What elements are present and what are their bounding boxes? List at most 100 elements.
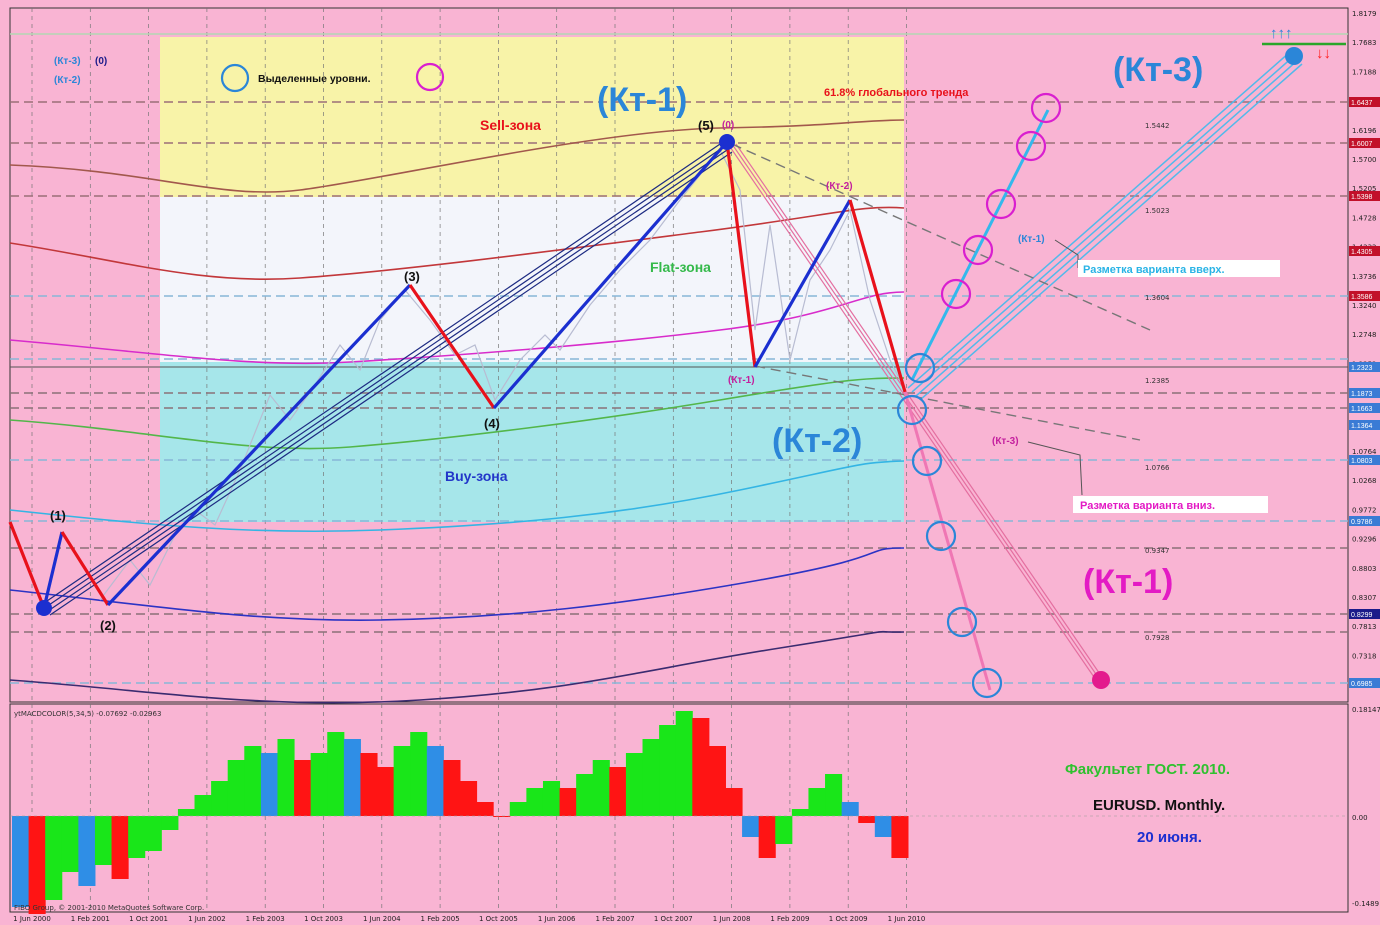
wave-up <box>42 531 64 609</box>
macd-bar <box>791 809 809 816</box>
kt1-target-dot <box>1092 671 1110 689</box>
price-tick-label: 1.3736 <box>1352 273 1377 281</box>
price-tick-label: 1.8179 <box>1352 10 1377 18</box>
price-tag-label: 1.6007 <box>1351 141 1373 148</box>
macd-bar <box>476 802 494 816</box>
macd-bar <box>177 809 196 816</box>
macd-bar <box>542 781 561 816</box>
macd-bar <box>858 816 876 823</box>
magenta-level-circles <box>940 92 1062 310</box>
up-arrows-icon: ↑↑↑ <box>1270 25 1293 42</box>
level-value-label: 1.5023 <box>1145 207 1170 215</box>
copyright-label: FIBO Group, © 2001-2010 MetaQuotes Softw… <box>14 904 204 912</box>
time-tick-label: 1 Oct 2009 <box>829 915 868 923</box>
macd-bar <box>360 753 378 816</box>
time-tick-label: 1 Oct 2007 <box>654 915 693 923</box>
macd-bar <box>111 816 129 879</box>
macd-bar <box>592 760 610 816</box>
price-tag <box>1349 362 1380 372</box>
peak-dot <box>719 134 735 150</box>
time-tick-label: 1 Oct 2003 <box>304 915 343 923</box>
flat-zone-label: Flat-зона <box>650 259 711 275</box>
wave-down <box>8 521 46 609</box>
annotation-box-down <box>1073 496 1268 513</box>
macd-bar <box>808 788 826 816</box>
macd-bar <box>576 774 594 816</box>
macd-bar <box>443 760 461 816</box>
level-circle <box>911 445 943 477</box>
level-value-label: 1.3604 <box>1145 294 1170 302</box>
price-tag-label: 1.6437 <box>1351 100 1373 107</box>
time-tick-label: 1 Jun 2008 <box>713 915 751 923</box>
macd-bar <box>12 816 30 907</box>
level-circle <box>946 606 978 638</box>
wave-label-3: (3) <box>404 269 420 284</box>
macd-bar <box>161 816 179 830</box>
ma-blue <box>9 547 905 621</box>
macd-bar <box>526 788 544 816</box>
wave-down <box>848 199 907 393</box>
macd-bar <box>559 788 577 816</box>
indicator-title: ytMACDCOLOR(5,34,5) -0.07692 -0.02963 <box>14 710 161 718</box>
price-tick-label: 0.7318 <box>1352 652 1377 660</box>
macd-histogram <box>12 711 909 914</box>
macd-bar <box>642 739 660 816</box>
plot-frame <box>9 7 1349 703</box>
price-tag <box>1349 609 1380 619</box>
wave-down <box>408 284 496 409</box>
price-tag-label: 0.8299 <box>1351 612 1373 619</box>
faculty-label: Факультет ГОСТ. 2010. <box>1065 761 1230 778</box>
price-tag <box>1349 138 1380 148</box>
date-label: 20 июня. <box>1137 829 1202 846</box>
kt1-right-label: (Кт-1) <box>1018 234 1045 245</box>
trend-channel-main <box>43 139 733 616</box>
price-tick-label: 0.9296 <box>1352 536 1377 544</box>
kt3-target-dot <box>1285 47 1303 65</box>
macd-bar <box>294 760 312 816</box>
price-tag-label: 0.6985 <box>1351 681 1373 688</box>
time-tick-label: 1 Oct 2001 <box>129 915 168 923</box>
price-tag <box>1349 455 1380 465</box>
macd-bar <box>393 746 411 816</box>
price-tag <box>1349 97 1380 107</box>
time-tick-label: 1 Feb 2001 <box>71 915 110 923</box>
time-tick-label: 1 Jun 2010 <box>888 915 926 923</box>
level-circle <box>1030 92 1062 124</box>
wave-label-2: (2) <box>100 618 116 633</box>
wave-label-0: (0) <box>722 120 734 131</box>
price-tag-label: 1.4305 <box>1351 249 1373 256</box>
macd-bar <box>874 816 892 837</box>
level-circle <box>940 278 972 310</box>
wave-lines <box>8 140 907 609</box>
annotation-up-variant: Разметка варианта вверх. <box>1083 264 1225 276</box>
wave-label-1: (1) <box>50 508 66 523</box>
level-circle <box>985 188 1017 220</box>
price-tag <box>1349 291 1380 301</box>
time-tick-label: 1 Jun 2004 <box>363 915 401 923</box>
price-tag-label: 1.5398 <box>1351 194 1373 201</box>
price-tick-label: 1.5700 <box>1352 156 1377 164</box>
price-tag <box>1349 516 1380 526</box>
buy-zone-label: Buy-зона <box>445 468 508 484</box>
macd-bar <box>78 816 96 886</box>
price-tag-label: 1.1663 <box>1351 406 1373 413</box>
kt1-small-label: (Кт-1) <box>728 375 755 386</box>
legend-kt3-value: (0) <box>95 56 107 67</box>
wave-down <box>725 141 757 368</box>
time-tick-label: 1 Feb 2007 <box>595 915 634 923</box>
price-tag-label: 1.3586 <box>1351 294 1373 301</box>
fib-level-label: 61.8% глобального тренда <box>824 87 969 99</box>
time-tick-label: 1 Feb 2003 <box>246 915 285 923</box>
price-tag-label: 1.1364 <box>1351 423 1373 430</box>
price-tick-label: 1.3240 <box>1352 302 1377 310</box>
ma-green <box>9 377 905 450</box>
projection-up-line <box>910 109 1050 381</box>
time-tick-label: 1 Jun 2002 <box>188 915 226 923</box>
macd-bar <box>94 816 113 865</box>
legend-blue-circle-icon <box>220 63 250 93</box>
macd-bar <box>343 739 361 816</box>
macd-bar <box>725 788 743 816</box>
macd-bar <box>260 753 278 816</box>
horizontal-levels <box>10 33 1348 684</box>
